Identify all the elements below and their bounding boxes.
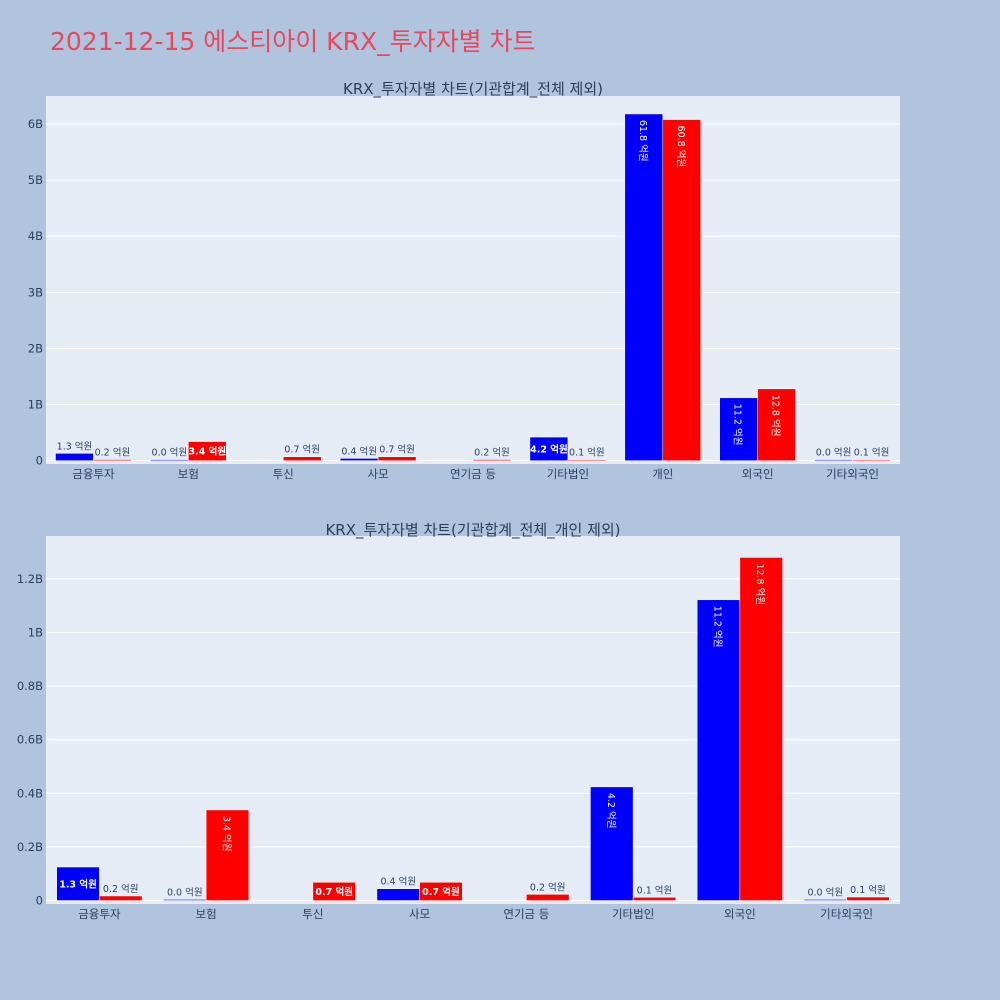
data-label: 0.2 억원	[103, 883, 139, 895]
y-tick-label: 6B	[28, 117, 43, 131]
bar	[624, 113, 664, 461]
data-label: 0.4 억원	[380, 876, 416, 888]
bar	[662, 119, 701, 461]
data-label: 0.7 억원	[422, 886, 460, 898]
data-label: 0.2 억원	[530, 881, 566, 893]
bar	[757, 388, 796, 461]
data-label: 0.0 억원	[816, 447, 852, 459]
bar	[150, 459, 189, 461]
chart-investor-excl-individual: KRX_투자자별 차트(기관합계_전체_개인 제외) 0 0.2B 0.4B 0.6B 0…	[17, 521, 900, 921]
y-tick-label: 0.2B	[17, 840, 43, 854]
y-tick-label: 0.8B	[17, 679, 43, 693]
y-tick-label: 1.2B	[17, 572, 43, 586]
x-tick-label: 기타법인	[612, 907, 654, 921]
data-label: 61.8 억원	[637, 120, 649, 162]
bar	[846, 896, 890, 901]
data-label: 4.2 억원	[530, 443, 568, 455]
bar	[526, 894, 570, 901]
bar	[56, 866, 100, 901]
bar	[739, 557, 783, 901]
data-label: 0.2 억원	[474, 447, 510, 459]
bar	[590, 786, 634, 901]
data-label: 0.7 억원	[315, 886, 353, 898]
bar	[529, 436, 569, 461]
y-tick-label: 4B	[28, 229, 43, 243]
bar	[55, 453, 94, 461]
x-tick-label: 투신	[302, 907, 323, 921]
data-label: 0.1 억원	[569, 447, 605, 459]
bar	[377, 456, 417, 461]
bar	[376, 888, 420, 901]
x-tick-label: 투신	[273, 467, 294, 481]
chart-investor-all: KRX_투자자별 차트(기관합계_전체 제외) 0 1B 2B 3B 4B 5B 6B 금융투자…	[28, 80, 900, 481]
chart-title: KRX_투자자별 차트(기관합계_전체_개인 제외)	[325, 521, 620, 540]
y-tick-label: 0.6B	[17, 733, 43, 747]
data-label: 0.7 억원	[284, 444, 320, 456]
bar	[567, 459, 607, 461]
bar	[312, 882, 356, 901]
bar	[803, 899, 847, 901]
x-tick-label: 보험	[178, 467, 199, 481]
y-tick-label: 3B	[28, 285, 43, 299]
bar	[696, 599, 741, 901]
bar	[99, 895, 143, 901]
chart-title: KRX_투자자별 차트(기관합계_전체 제외)	[343, 80, 603, 99]
x-tick-label: 사모	[368, 467, 389, 481]
x-tick-label: 연기금 등	[503, 907, 549, 921]
x-tick-label: 외국인	[742, 467, 774, 481]
y-tick-label: 0	[36, 894, 43, 908]
data-label: 1.3 억원	[59, 878, 97, 890]
y-tick-label: 2B	[28, 341, 43, 355]
bar	[419, 882, 463, 901]
data-label: 0.4 억원	[341, 445, 377, 457]
bar	[282, 456, 322, 461]
bar	[188, 441, 227, 461]
x-tick-label: 개인	[652, 467, 673, 481]
bar	[852, 459, 891, 461]
bar	[93, 459, 132, 461]
data-label: 0.0 억원	[152, 447, 188, 459]
y-tick-label: 1B	[28, 398, 43, 412]
bar	[163, 899, 207, 901]
data-label: 0.0 억원	[167, 886, 203, 898]
data-label: 0.1 억원	[850, 884, 886, 896]
data-label: 0.1 억원	[854, 447, 890, 459]
bar	[339, 458, 379, 461]
data-label: 12.8 억원	[754, 563, 766, 605]
bar	[719, 397, 758, 461]
x-tick-label: 보험	[196, 907, 217, 921]
x-tick-label: 외국인	[724, 907, 756, 921]
data-label: 11.2 억원	[732, 404, 744, 446]
data-label: 11.2 억원	[712, 606, 724, 648]
data-label: 60.8 억원	[675, 126, 687, 168]
data-label: 1.3 억원	[57, 440, 93, 452]
y-tick-label: 0.4B	[17, 786, 43, 800]
bar	[472, 459, 512, 461]
data-label: 4.2 억원	[605, 793, 617, 829]
data-label: 12.8 억원	[770, 395, 782, 437]
data-label: 3.4 억원	[188, 446, 226, 458]
data-label: 0.7 억원	[379, 444, 415, 456]
x-tick-label: 기타외국인	[826, 467, 879, 481]
page-title: 2021-12-15 에스티아이 KRX_투자자별 차트	[50, 27, 536, 56]
bar	[814, 459, 853, 461]
data-label: 0.2 억원	[95, 447, 131, 459]
data-label: 3.4 억원	[220, 816, 232, 852]
y-tick-label: 1B	[28, 625, 43, 639]
x-tick-label: 금융투자	[72, 467, 115, 481]
x-tick-label: 기타법인	[547, 467, 589, 481]
x-tick-label: 연기금 등	[450, 467, 496, 481]
bar	[632, 897, 677, 901]
data-label: 0.1 억원	[637, 884, 673, 896]
x-tick-label: 금융투자	[78, 907, 121, 921]
y-tick-label: 0	[36, 454, 43, 468]
x-tick-label: 기타외국인	[820, 907, 873, 921]
x-tick-label: 사모	[409, 907, 430, 921]
y-tick-label: 5B	[28, 173, 43, 187]
data-label: 0.0 억원	[807, 886, 843, 898]
bar	[205, 809, 250, 901]
